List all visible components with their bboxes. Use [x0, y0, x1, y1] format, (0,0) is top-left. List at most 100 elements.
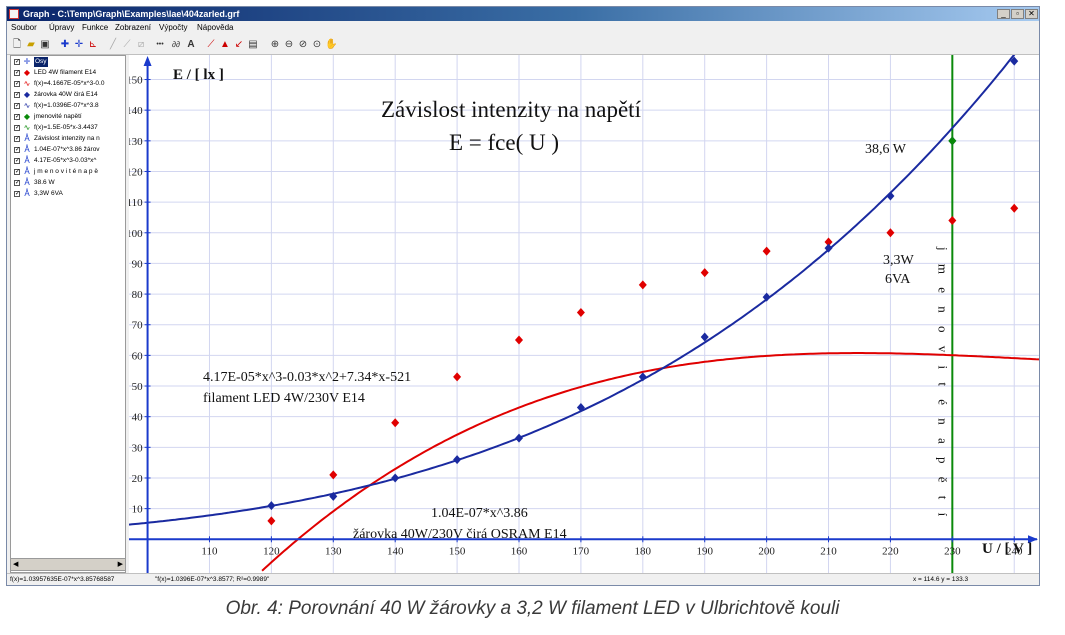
- led-data-point: [1010, 203, 1019, 213]
- list-item-label: 3,3W 6VA: [34, 190, 63, 197]
- y-tick-label: 30: [132, 442, 144, 454]
- point-series-icon[interactable]: •••: [156, 41, 164, 48]
- menu-function[interactable]: Funkce: [82, 23, 109, 32]
- panel-horizontal-scrollbar[interactable]: ◀ ▶: [10, 558, 126, 571]
- chart-svg[interactable]: 110 120 130 140 150 160 170 180 190 200 210 220 230 2…: [129, 55, 1039, 573]
- visibility-checkbox[interactable]: ✓: [14, 81, 21, 87]
- bulb-fit-description: žárovka 40W/230V čirá OSRAM E14: [353, 527, 567, 542]
- trendline-icon[interactable]: ⟋: [207, 39, 215, 50]
- maximize-button[interactable]: ▫: [1011, 9, 1024, 19]
- y-tick-label: 150: [129, 75, 143, 87]
- y-tick-label: 110: [129, 197, 143, 209]
- x-tick-label: 160: [511, 545, 528, 557]
- status-trendline: "f(x)=1.0396E-07*x^3.8577; R²=0.9989": [155, 576, 270, 583]
- edit-icon[interactable]: ╱: [109, 39, 117, 50]
- list-item-label: j m e n o v i t é n a p ě: [34, 168, 98, 175]
- status-function: f(x)=1.03957635E-07*x^3.85768587: [10, 576, 115, 583]
- relation-icon[interactable]: ∂∂: [172, 40, 180, 49]
- list-item[interactable]: ✓ Å 4.17E-05*x^3-0.03*x^: [11, 156, 125, 166]
- insert-tangent-icon[interactable]: ✛: [74, 39, 84, 50]
- visibility-checkbox[interactable]: ✓: [14, 180, 21, 186]
- menu-help[interactable]: Nápověda: [197, 23, 234, 32]
- y-tick-label: 120: [129, 166, 143, 178]
- plot-area[interactable]: 110 120 130 140 150 160 170 180 190 200 210 220 230 2…: [129, 55, 1039, 573]
- evaluate-icon[interactable]: ↙: [234, 39, 244, 50]
- zoom-window-icon[interactable]: ⊘: [298, 39, 308, 50]
- list-item-label: f(x)=4.1667E-05*x^3-0.0: [34, 80, 105, 87]
- list-item[interactable]: ✓ ✛ Osy: [11, 57, 125, 67]
- function-list-panel: ✓ ✛ Osy ✓ ◆ LED 4W filament E14 ✓ ∿ f(x)…: [10, 55, 126, 573]
- list-item[interactable]: ✓ ∿ f(x)=1.5E-05*x-3.4437: [11, 123, 125, 133]
- y-axis-label: E / [ lx ]: [173, 67, 224, 83]
- x-axis-arrow-icon: [1028, 535, 1038, 544]
- list-item-label: f(x)=1.5E-05*x-3.4437: [34, 124, 98, 131]
- list-item[interactable]: ✓ Å j m e n o v i t é n a p ě: [11, 167, 125, 177]
- led-data-point: [886, 228, 895, 238]
- y-tick-label: 60: [132, 350, 144, 362]
- properties-icon[interactable]: ⧄: [137, 39, 145, 50]
- bulb-fit-equation: 1.04E-07*x^3.86: [431, 506, 528, 521]
- menu-file[interactable]: Soubor: [11, 23, 37, 32]
- menu-calc[interactable]: Výpočty: [159, 23, 188, 32]
- list-item[interactable]: ✓ ◆ LED 4W filament E14: [11, 68, 125, 78]
- save-icon[interactable]: ▣: [40, 39, 50, 50]
- list-item[interactable]: ✓ Å 38.6 W: [11, 178, 125, 188]
- bulb-data-point: [638, 372, 647, 382]
- visibility-checkbox[interactable]: ✓: [14, 169, 21, 175]
- chart-title: Závislost intenzity na napětí: [381, 97, 642, 122]
- visibility-checkbox[interactable]: ✓: [14, 70, 21, 76]
- x-tick-label: 190: [696, 545, 713, 557]
- new-file-icon[interactable]: 🗋: [12, 39, 22, 50]
- y-tick-label: 70: [132, 320, 144, 332]
- minimize-button[interactable]: _: [997, 9, 1010, 19]
- list-item[interactable]: ✓ ∿ f(x)=1.0396E-07*x^3.8: [11, 101, 125, 111]
- list-item[interactable]: ✓ ◆ žárovka 40W čirá E14: [11, 90, 125, 100]
- visibility-checkbox[interactable]: ✓: [14, 125, 21, 131]
- list-item[interactable]: ✓ ◆ jmenovité napětí: [11, 112, 125, 122]
- x-tick-label: 120: [263, 545, 280, 557]
- red-diamond-icon: ◆: [23, 68, 31, 77]
- list-item-label: žárovka 40W čirá E14: [34, 91, 98, 98]
- list-item[interactable]: ✓ Å 1.04E-07*x^3.86 žárov: [11, 145, 125, 155]
- scroll-right-icon[interactable]: ▶: [117, 561, 123, 568]
- y-tick-label: 140: [129, 105, 143, 117]
- menu-view[interactable]: Zobrazení: [115, 23, 152, 32]
- table-icon[interactable]: ▤: [248, 39, 258, 50]
- scroll-left-icon[interactable]: ◀: [13, 561, 19, 568]
- led-data-point: [824, 237, 833, 247]
- zoom-in-icon[interactable]: ⊕: [270, 39, 280, 50]
- visibility-checkbox[interactable]: ✓: [14, 103, 21, 109]
- visibility-checkbox[interactable]: ✓: [14, 191, 21, 197]
- list-item[interactable]: ✓ ∿ f(x)=4.1667E-05*x^3-0.0: [11, 79, 125, 89]
- bulb-data-point: [886, 191, 895, 201]
- area-icon[interactable]: ▲: [220, 39, 230, 50]
- led-fit-equation: 4.17E-05*x^3-0.03*x^2+7.34*x-521: [203, 370, 411, 385]
- text-icon: Å: [24, 178, 30, 187]
- zoom-out-icon[interactable]: ⊖: [284, 39, 294, 50]
- x-tick-label: 130: [325, 545, 342, 557]
- list-item[interactable]: ✓ Å Závislost intenzity na n: [11, 134, 125, 144]
- green-function-icon: ∿: [23, 123, 31, 132]
- close-button[interactable]: ✕: [1025, 9, 1038, 19]
- visibility-checkbox[interactable]: ✓: [14, 136, 21, 142]
- visibility-checkbox[interactable]: ✓: [14, 114, 21, 120]
- delete-icon[interactable]: ⟋: [123, 39, 131, 50]
- pan-hand-icon[interactable]: ✋: [325, 39, 338, 50]
- bulb-data-point: [824, 243, 833, 253]
- open-folder-icon[interactable]: ▰: [27, 39, 35, 50]
- y-tick-label: 130: [129, 136, 143, 148]
- insert-function-icon[interactable]: ✚: [60, 39, 70, 50]
- insert-label-icon[interactable]: A: [187, 39, 195, 50]
- led-data-point: [638, 280, 647, 290]
- visibility-checkbox[interactable]: ✓: [14, 59, 21, 65]
- visibility-checkbox[interactable]: ✓: [14, 92, 21, 98]
- zoom-fit-icon[interactable]: ⊙: [312, 39, 322, 50]
- menu-edit[interactable]: Úpravy: [49, 23, 75, 32]
- visibility-checkbox[interactable]: ✓: [14, 147, 21, 153]
- x-tick-label: 220: [882, 545, 899, 557]
- led-data-point: [948, 216, 957, 226]
- visibility-checkbox[interactable]: ✓: [14, 158, 21, 164]
- insert-shading-icon[interactable]: ⊾: [88, 39, 98, 50]
- rated-voltage-label: j m e n o v i t é n a p ě t í: [936, 246, 951, 521]
- list-item[interactable]: ✓ Å 3,3W 6VA: [11, 189, 125, 199]
